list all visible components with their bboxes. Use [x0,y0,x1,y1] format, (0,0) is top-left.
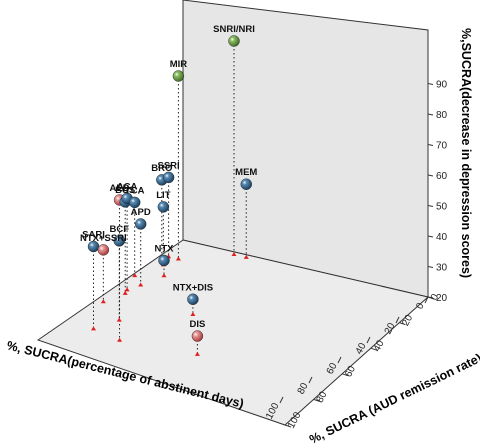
z-tick-mark [427,113,434,116]
data-point-label: AED [110,183,130,194]
y-tick-mark [284,424,292,428]
drop-marker [138,282,144,287]
z-tick-label: 60 [436,171,448,182]
data-point-label: TCA [125,185,145,196]
data-point-label: ACA [117,181,138,192]
drop-marker [243,254,249,259]
z-axis-ticks: 20 30 40 50 60 70 80 90 [427,80,448,304]
x-tick-label: 20 [383,321,398,336]
z-tick-label: 50 [436,202,448,213]
drop-marker [100,299,106,304]
drop-marker [122,290,128,295]
y-tick-mark [313,398,320,402]
x-tick-mark [308,376,313,384]
x-tick-mark [424,296,429,304]
y-tick-mark [370,347,377,351]
data-point [113,235,125,247]
data-point-label: DIS [189,319,205,330]
z-tick-mark [427,235,434,238]
data-point [134,218,147,230]
z-tick-mark [427,266,434,268]
data-point [191,330,204,342]
data-point-label: APD [131,207,151,218]
y-tick-mark [427,296,435,300]
x-tick-mark [279,396,284,404]
x-tick-label: 60 [325,361,340,376]
x-tick-label: 80 [296,381,311,396]
data-point [97,244,110,256]
z-tick-label: 70 [436,141,448,152]
drop-marker [231,252,237,257]
z-tick-label: 30 [436,263,448,274]
drop-marker [116,317,122,322]
data-point-label: NTX+SSRI [80,233,127,244]
y-tick-mark [342,373,349,377]
drop-marker [175,256,181,261]
z-tick-mark [427,174,434,177]
data-point-label: NTX+DIS [173,282,213,293]
data-point-label: SNRI/NRI [213,24,255,35]
data-point-label: NTX [155,243,175,254]
data-point-label: BCF [109,224,129,235]
data-point-label: BUS [115,185,135,196]
x-tick-label: 40 [354,341,369,356]
data-point [228,35,240,47]
x-tick-mark [337,356,342,364]
data-point [162,171,175,184]
z-tick-mark [427,144,434,146]
data-point-label: BRO [151,163,172,174]
z-tick-label: 90 [436,80,448,91]
y-tick-label: 20 [400,313,415,328]
z-tick-mark [427,205,434,207]
drop-marker [91,326,96,331]
data-point-label: MIR [170,59,188,70]
data-point [157,201,170,213]
data-point-label: SARI [82,229,105,240]
drop-marker [161,273,167,278]
x-tick-mark [366,336,371,344]
data-point [240,178,252,190]
data-point-label: MEM [235,167,257,178]
z-tick-label: 20 [436,293,448,304]
data-point-label: SSRI [158,160,180,171]
z-tick-label: 40 [436,232,448,243]
drop-marker [117,337,123,342]
drop-marker [132,273,138,278]
drop-marker [124,287,130,292]
data-point [187,293,199,305]
y-tick-label: 40 [372,338,387,353]
z-axis-title: %,SUCRA(decrease in depression scores) [459,28,473,278]
data-point [172,70,185,82]
x-tick-label: 0 [414,301,427,311]
x-tick-mark [395,316,400,324]
z-tick-label: 80 [436,110,448,121]
drop-marker [194,351,200,356]
drop-marker [190,312,196,317]
data-point-label: LIT [156,190,170,201]
data-point [128,196,141,209]
z-tick-mark [427,83,434,85]
y-tick-mark [399,322,406,326]
y-tick-label: 60 [343,364,358,379]
y-tick-label: 0 [429,292,442,302]
data-point [158,254,170,267]
y-tick-label: 80 [315,389,330,404]
